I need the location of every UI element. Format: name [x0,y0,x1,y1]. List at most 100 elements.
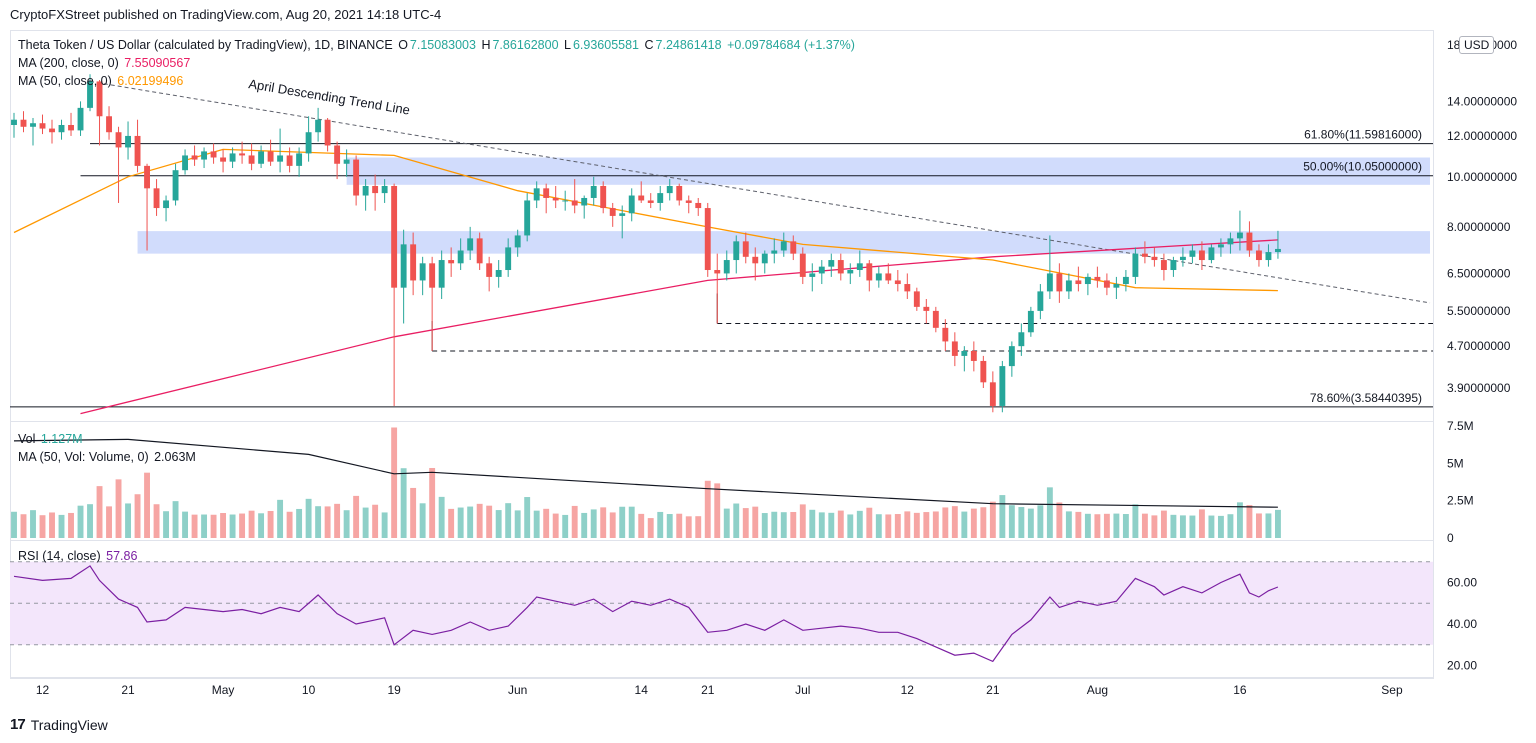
volume-bar [1018,507,1025,538]
candle-body [334,145,341,164]
volume-bar [172,501,179,538]
candle-body [229,153,236,162]
volume-bar [1141,513,1148,538]
price-axis-tick: 6.50000000 [1447,266,1511,280]
volume-bar [248,510,255,538]
volume-bar [638,513,645,538]
volume-bar [1255,513,1262,538]
candle-body [600,185,607,209]
volume-bar [619,506,626,538]
candle-body [1008,346,1015,367]
volume-bar [467,506,474,538]
candle-body [1037,291,1044,311]
candle-body [144,165,150,189]
ohlc-close-label: C [644,38,654,52]
price-axis-tick: 12.00000000 [1447,129,1517,143]
volume-bar [790,511,797,538]
price-axis-tick: 5.50000000 [1447,304,1511,318]
chart-frame [10,30,1434,678]
volume-bar [419,503,426,538]
time-axis-tick: 19 [387,683,401,697]
trend-line [89,80,1431,304]
vol-ma-label: MA (50, Vol: Volume, 0) [18,450,149,464]
volume-bar [438,496,445,538]
candle-body [96,81,103,117]
candle-body [1275,248,1281,253]
candle-body [533,188,540,201]
candle-body [87,81,93,108]
volume-bar [391,427,398,538]
candle-body [1056,273,1063,292]
volume-bar [676,513,683,538]
ma200-legend: MA (200, close, 0) 7.55090567 [18,56,192,70]
volume-bar [657,511,664,538]
candle-body [999,366,1006,406]
candle-body [666,185,673,194]
volume-bar [723,508,730,538]
candle-body [1179,256,1186,261]
volume-legend: Vol 1.127M [18,432,85,446]
rsi-line [13,565,1279,663]
ohlc-open-value: 7.15083003 [409,38,476,52]
candle-body [657,193,664,203]
candle-body [942,327,949,342]
volume-bar [1170,514,1177,538]
time-axis-tick: Jun [508,683,527,697]
candle-body [115,132,122,148]
volume-bar [752,506,759,538]
volume-bar [799,504,806,538]
volume-bar [780,512,787,538]
volume-bar [229,514,236,538]
candle-body [1217,244,1224,248]
tradingview-logo[interactable]: 17 TradingView [10,716,108,733]
candle-body [790,241,797,254]
fib-level-label: 78.60%(3.58440395) [1310,391,1422,405]
candle-body [391,185,398,288]
vol-ma-value: 2.063M [154,450,196,464]
volume-bar [1027,508,1034,538]
candle-body [400,244,407,288]
candle-body [524,200,531,236]
candle-body [552,197,559,201]
candle-body [467,238,474,251]
price-axis-tick: 3.90000000 [1447,381,1511,395]
candle-body [581,197,588,206]
volume-bar [68,512,74,538]
candle-body [752,256,759,264]
volume-bar [942,507,949,538]
volume-axis-tick: 2.5M [1447,494,1474,508]
candle-body [961,350,968,356]
candle-body [315,119,322,133]
ma200-line [80,239,1278,415]
volume-bar [714,483,721,538]
time-axis-tick: Jul [795,683,810,697]
currency-badge[interactable]: USD [1459,36,1495,54]
candle-body [201,151,208,160]
time-axis-tick: 21 [701,683,715,697]
volume-bar [1160,510,1167,538]
ohlc-low-value: 6.93605581 [572,38,640,52]
volume-bar [334,503,341,538]
volume-bar [1132,504,1139,538]
volume-bar [1217,515,1224,538]
volume-bar [305,498,312,538]
volume-bar [77,505,84,538]
volume-bar [980,507,987,538]
volume-bar [163,511,169,538]
candle-body [733,241,740,261]
candle-body [894,280,901,285]
time-axis-tick: 14 [635,683,649,697]
volume-bar [1198,509,1205,538]
candle-body [1075,280,1082,285]
candle-body [1151,256,1158,261]
volume-bar [296,508,303,538]
volume-bar [11,511,17,538]
volume-axis-tick: 5M [1447,456,1464,470]
volume-bar [429,467,436,538]
volume-bar [30,510,36,538]
candle-body [799,253,806,277]
volume-bar [951,506,958,538]
candle-body [980,360,987,383]
volume-bar [115,479,122,538]
